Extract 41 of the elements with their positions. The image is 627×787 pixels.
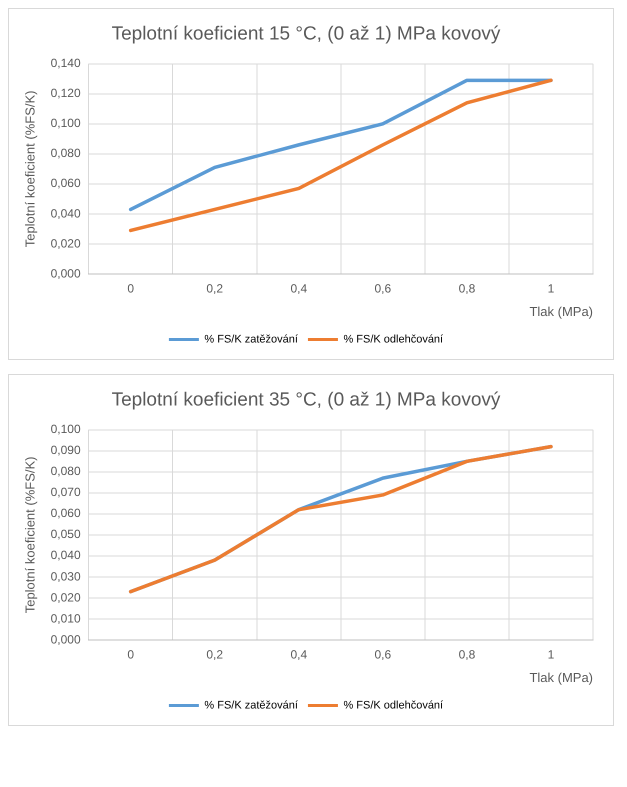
legend-label: % FS/K zatěžování (204, 700, 299, 712)
y-tick-label: 0,040 (50, 206, 81, 220)
x-tick-label: 0,8 (458, 282, 476, 296)
legend-label: % FS/K odlehčování (343, 700, 444, 712)
legend-label: % FS/K odlehčování (343, 334, 444, 346)
chart-title: Teplotní koeficient 15 °C, (0 až 1) MPa kovový (112, 24, 501, 45)
y-tick-label: 0,010 (50, 611, 81, 626)
y-tick-label: 0,070 (50, 485, 81, 500)
y-tick-label: 0,020 (50, 236, 81, 250)
x-axis-title: Tlak (MPa) (529, 304, 593, 319)
y-tick-label: 0,080 (50, 146, 81, 160)
y-tick-label: 0,000 (50, 266, 81, 280)
x-axis-title: Tlak (MPa) (529, 670, 593, 685)
y-axis-title: Teplotní koeficient (%FS/K) (22, 90, 38, 248)
x-tick-label: 0,6 (374, 282, 392, 296)
x-tick-label: 0,6 (374, 648, 392, 662)
y-axis-title: Teplotní koeficient (%FS/K) (22, 456, 38, 614)
y-tick-label: 0,090 (50, 443, 81, 458)
x-tick-label: 0,8 (458, 648, 476, 662)
y-tick-label: 0,100 (50, 116, 81, 130)
y-tick-label: 0,080 (50, 464, 81, 478)
y-tick-label: 0,060 (50, 176, 81, 190)
chart-title: Teplotní koeficient 35 °C, (0 až 1) MPa kovový (112, 390, 501, 411)
x-tick-label: 0,4 (290, 282, 308, 296)
x-tick-label: 0,4 (290, 648, 308, 662)
x-tick-label: 0 (127, 648, 134, 662)
y-tick-label: 0,060 (50, 506, 81, 520)
x-tick-label: 1 (548, 282, 555, 296)
x-tick-label: 0 (127, 282, 134, 296)
x-tick-label: 1 (548, 648, 555, 662)
y-tick-label: 0,000 (50, 632, 81, 646)
y-tick-label: 0,020 (50, 590, 81, 604)
y-tick-label: 0,040 (50, 548, 81, 562)
x-tick-label: 0,2 (206, 282, 224, 296)
y-tick-label: 0,140 (50, 56, 81, 70)
y-tick-label: 0,120 (50, 86, 81, 100)
y-tick-label: 0,100 (50, 422, 81, 436)
y-tick-label: 0,030 (50, 569, 81, 584)
legend-label: % FS/K zatěžování (204, 334, 299, 346)
y-tick-label: 0,050 (50, 527, 81, 542)
x-tick-label: 0,2 (206, 648, 224, 662)
